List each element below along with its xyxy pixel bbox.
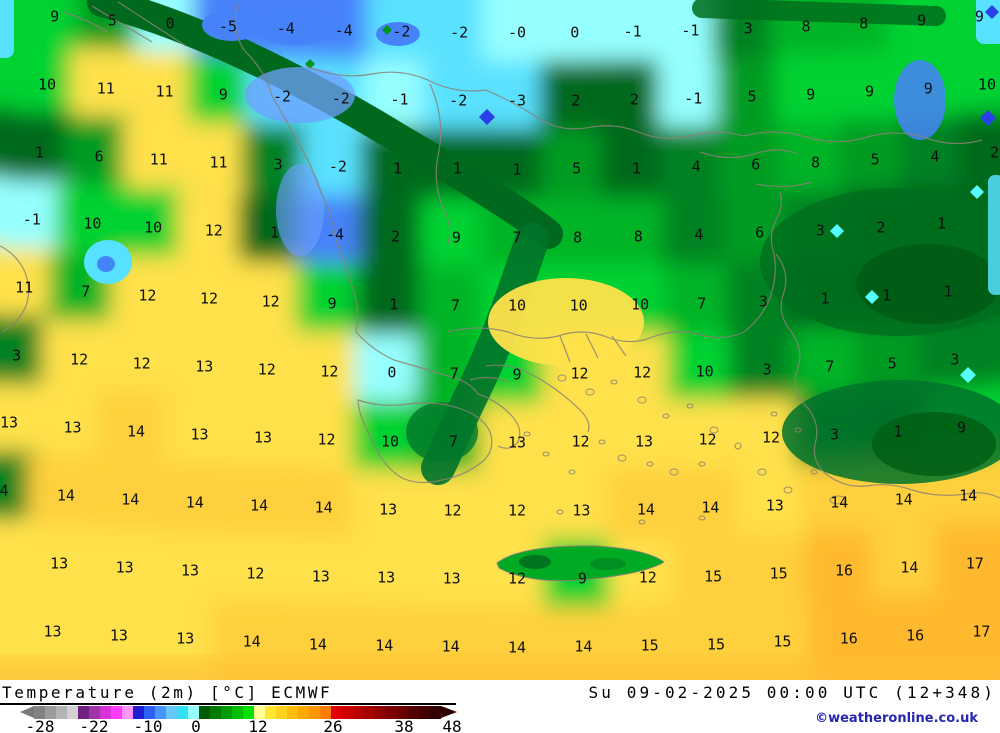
forecast-datetime: Su 09-02-2025 00:00 UTC (12+348) xyxy=(588,683,996,702)
cyan-diamond xyxy=(960,367,976,383)
cold-diamond xyxy=(479,109,495,125)
cold-blob xyxy=(254,11,338,45)
colorbar-block xyxy=(34,706,78,719)
colorbar-tick-label: -22 xyxy=(79,717,109,733)
colorbar-left-arrow xyxy=(20,706,34,718)
colorbar-block xyxy=(331,706,397,719)
edge-cyan-strip xyxy=(988,175,1000,295)
crete-island xyxy=(496,545,665,582)
cold-blob xyxy=(894,60,946,140)
thermaic-warm-pocket xyxy=(488,278,644,366)
map-title: Temperature (2m) [°C] ECMWF xyxy=(2,683,333,702)
cold-diamond xyxy=(980,110,996,126)
cold-blob xyxy=(276,164,324,256)
colorbar-block xyxy=(254,706,331,719)
colorbar-tick-label: -10 xyxy=(133,717,163,733)
island-outlines xyxy=(523,374,847,525)
colorbar-tick-label: 26 xyxy=(323,717,343,733)
bottom-warm-band xyxy=(0,658,1000,680)
colorbar-block xyxy=(199,706,254,719)
corner-cyan xyxy=(0,0,14,58)
colorbar-tick-label: 12 xyxy=(248,717,268,733)
cold-blob xyxy=(376,22,420,46)
colorbar-block xyxy=(397,706,441,719)
legend-bar: Temperature (2m) [°C] ECMWF -28 -22 -10 0 12… xyxy=(0,680,1000,733)
cold-pocket-core xyxy=(97,256,115,272)
cyan-diamond xyxy=(830,224,844,238)
north-edge-band xyxy=(692,0,946,26)
coastlines xyxy=(0,1,1000,499)
cold-blob xyxy=(202,9,262,41)
taurus-band-core xyxy=(872,412,996,476)
legend-separator-line xyxy=(0,703,456,705)
dinaric-cold-band xyxy=(87,0,563,249)
colorbar-tick-label: 48 xyxy=(442,717,462,733)
cold-diamond xyxy=(985,5,999,19)
colorbar-right-arrow xyxy=(441,706,457,718)
green-diamond xyxy=(382,25,392,35)
cyan-diamond xyxy=(865,290,879,304)
colorbar-tick-label: 0 xyxy=(191,717,201,733)
colorbar-tick-label: 38 xyxy=(394,717,414,733)
temperature-field-svg xyxy=(0,0,1000,680)
map-features xyxy=(0,0,1000,582)
temperature-map: 9 5 0 -5 -4 -4 -2 -2 -0 0 -1 -1 3 8 8 9 9 10 11 11 9 -2 -2 -1 -2… xyxy=(0,0,1000,680)
colorbar-tick-label: -28 xyxy=(25,717,55,733)
colorbar-block xyxy=(78,706,133,719)
crete-mountain xyxy=(519,555,551,569)
corner-cyan xyxy=(976,0,1000,44)
temperature-colorbar xyxy=(20,706,457,719)
cyan-diamond xyxy=(970,185,984,199)
colorbar-block xyxy=(133,706,199,719)
cold-blob xyxy=(245,67,355,123)
anatolia-highlands-core xyxy=(856,244,1000,324)
copyright-link[interactable]: ©weatheronline.co.uk xyxy=(815,711,978,726)
crete-mountain xyxy=(590,558,626,570)
peloponnese-mountains xyxy=(406,402,478,462)
